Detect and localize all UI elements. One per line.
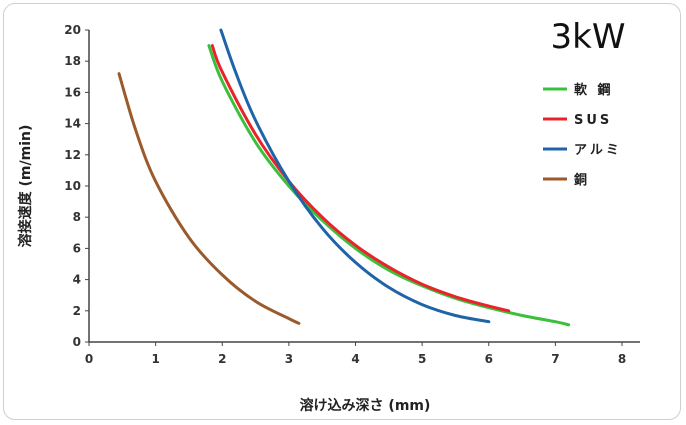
legend-label: 軟 鋼 <box>574 82 614 98</box>
y-tick-label: 2 <box>73 304 81 318</box>
chart-title: 3kW <box>551 17 626 57</box>
x-tick-label: 3 <box>285 352 293 366</box>
x-tick-label: 1 <box>151 352 159 366</box>
x-tick-label: 4 <box>351 352 359 366</box>
x-tick-label: 2 <box>218 352 226 366</box>
series-line-copper <box>117 72 301 325</box>
x-tick-label: 5 <box>418 352 426 366</box>
y-tick-label: 16 <box>64 85 81 99</box>
series-line-mild-steel <box>207 44 571 327</box>
y-tick-label: 12 <box>64 148 81 162</box>
series-line-sus <box>210 44 511 313</box>
x-axis-label: 溶け込み深さ (mm) <box>300 397 431 414</box>
chart-frame <box>3 3 681 420</box>
series-line-aluminum <box>219 28 491 324</box>
y-tick-label: 8 <box>73 210 81 224</box>
legend-label: アルミ <box>574 143 622 158</box>
x-tick-label: 0 <box>85 352 93 366</box>
x-tick-label: 6 <box>485 352 493 366</box>
x-tick-label: 8 <box>618 352 626 366</box>
y-tick-label: 14 <box>64 117 81 131</box>
y-tick-label: 18 <box>64 54 81 68</box>
legend-label: SUS <box>574 113 612 128</box>
y-tick-label: 4 <box>73 273 81 287</box>
legend-label: 銅 <box>574 172 590 188</box>
y-tick-label: 6 <box>73 241 81 255</box>
y-tick-label: 10 <box>64 179 81 193</box>
y-tick-label: 0 <box>73 335 81 349</box>
series-lines <box>117 28 571 327</box>
axes <box>88 30 640 343</box>
y-tick-label: 20 <box>64 23 81 37</box>
y-axis-label: 溶接速度 (m/min) <box>17 125 34 248</box>
x-tick-label: 7 <box>551 352 559 366</box>
